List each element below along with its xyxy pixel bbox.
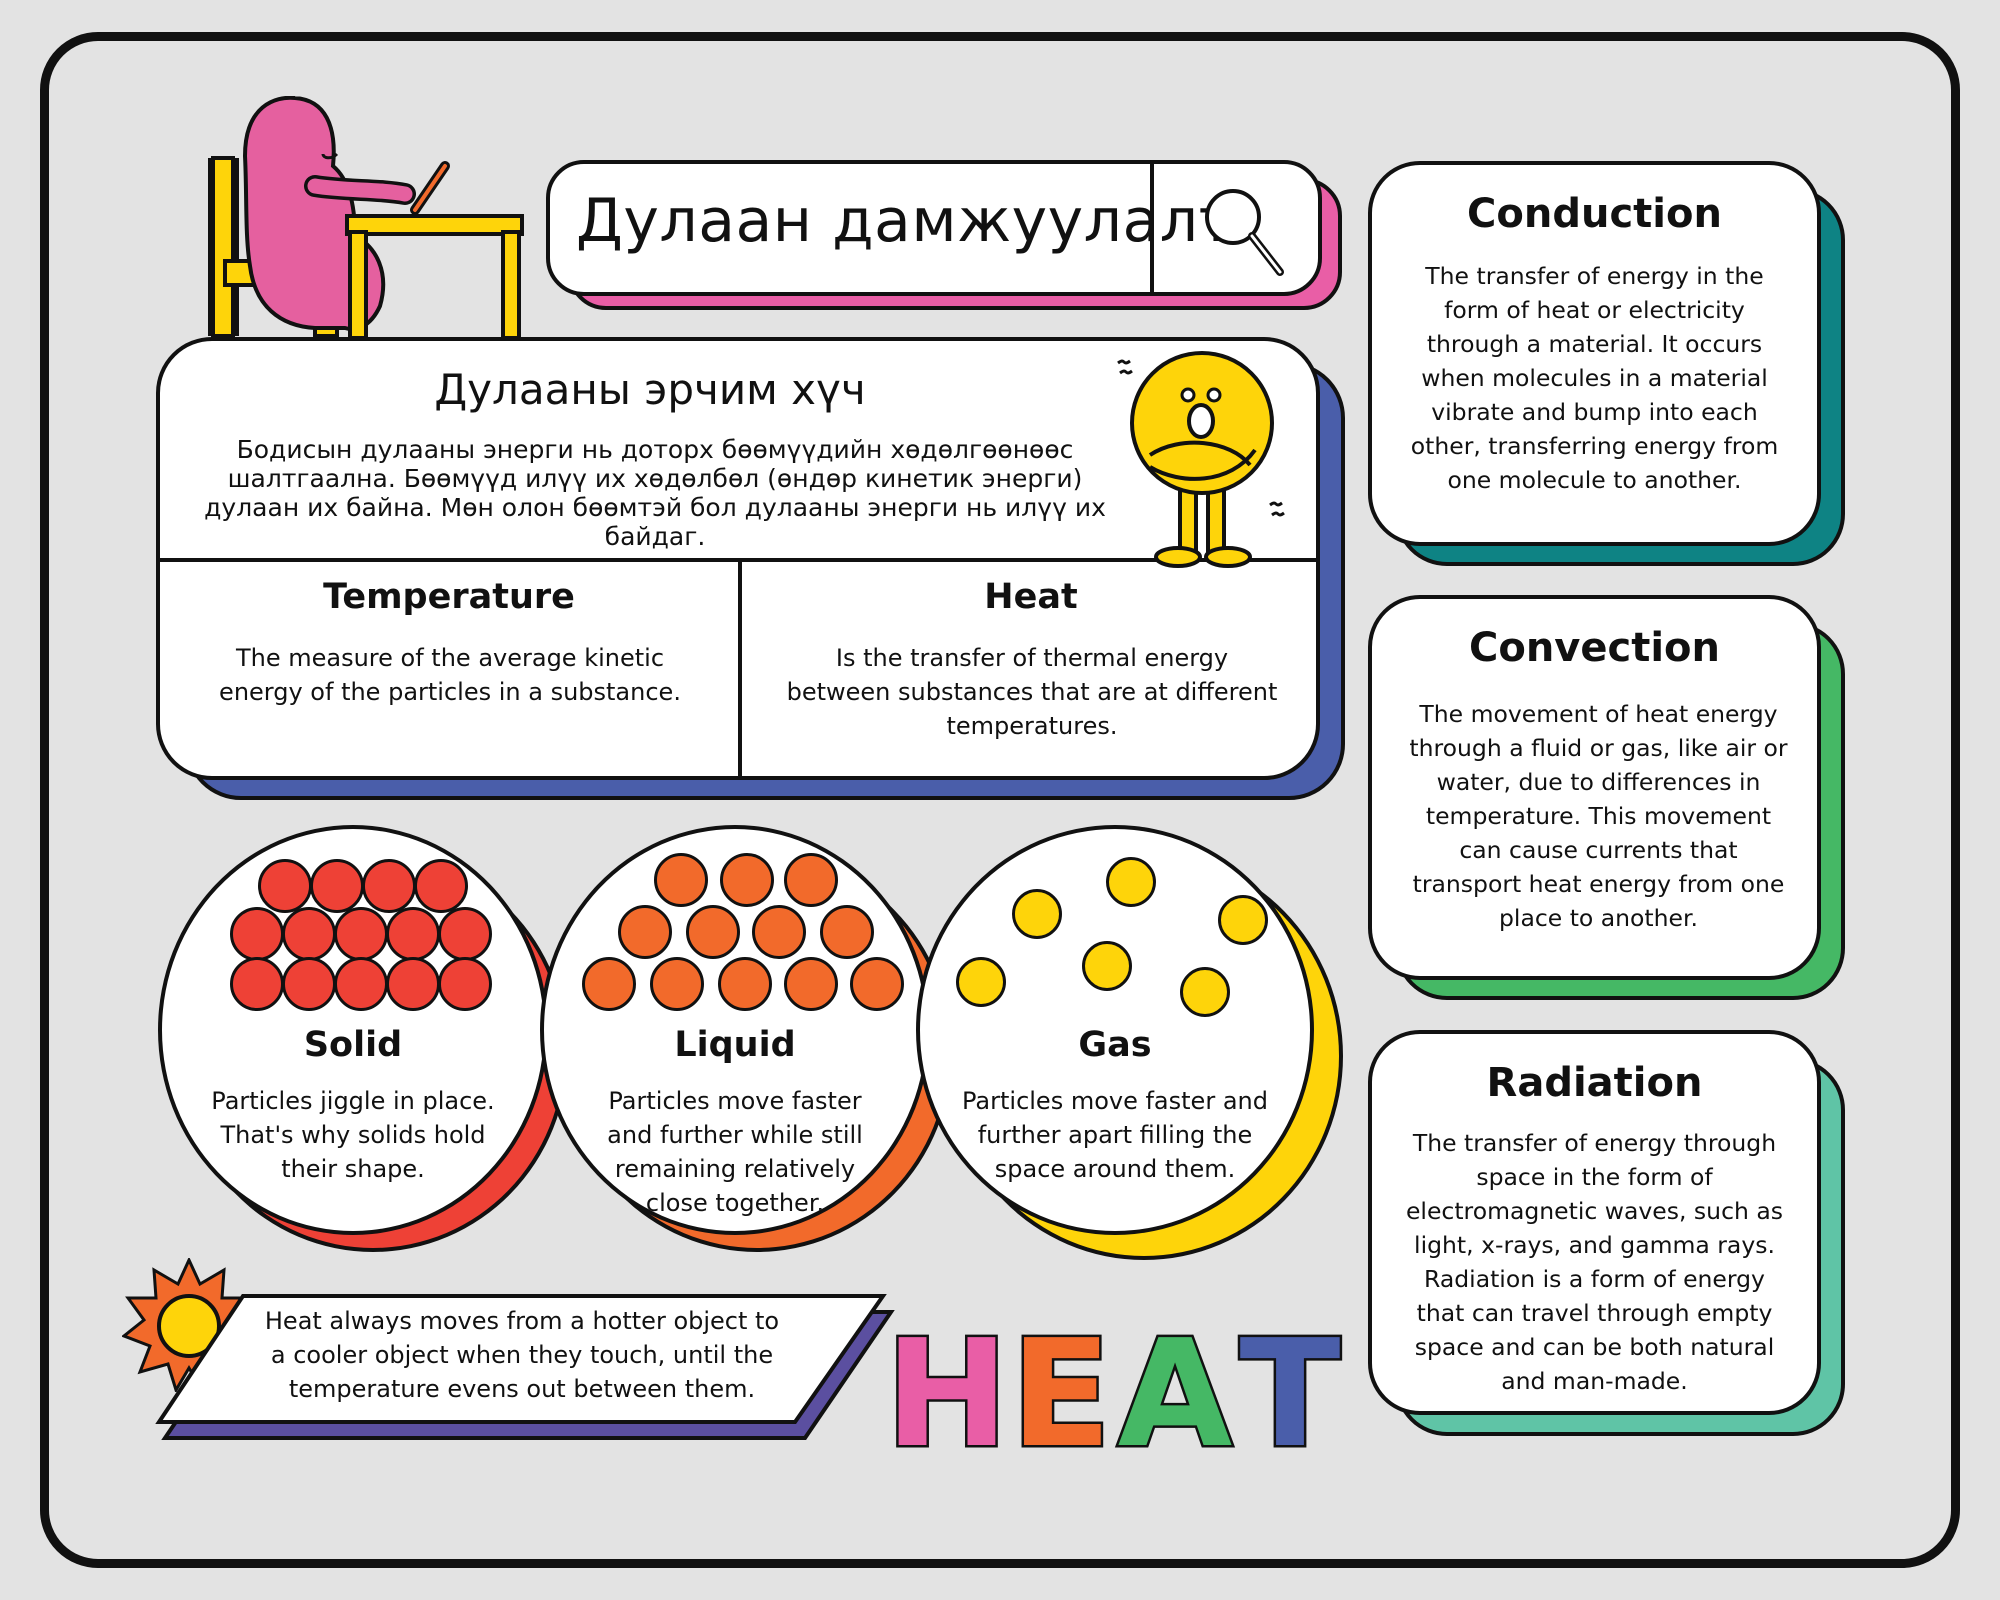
- heat-letter-a: A: [1118, 1315, 1233, 1455]
- search-divider: [1150, 164, 1154, 292]
- gas-particles: [920, 829, 1310, 1029]
- search-button[interactable]: [1154, 164, 1318, 292]
- gas-state-circle: Gas Particles move faster and further ap…: [916, 825, 1314, 1235]
- note-text: Heat always moves from a hotter object t…: [264, 1307, 780, 1403]
- heat-word-graphic: H E A T: [885, 1315, 1343, 1455]
- note-banner: [155, 1294, 895, 1440]
- radiation-description: The transfer of energy through space in …: [1405, 1129, 1784, 1395]
- solid-title: Solid: [303, 1025, 403, 1065]
- radiation-title: Radiation: [1486, 1060, 1703, 1106]
- heat-letter-h: H: [885, 1315, 1009, 1455]
- search-bar[interactable]: Дулаан дамжуулалт: [546, 160, 1322, 296]
- gas-description: Particles move faster and further apart …: [962, 1087, 1268, 1183]
- heat-letter-e: E: [1010, 1315, 1111, 1455]
- temperature-description: The measure of the average kinetic energ…: [219, 644, 681, 706]
- conduction-description: The transfer of energy in the form of he…: [1410, 262, 1779, 494]
- convection-title: Convection: [1468, 625, 1720, 671]
- search-input[interactable]: Дулаан дамжуулалт: [576, 186, 1235, 256]
- heat-title: Heat: [984, 577, 1078, 617]
- liquid-title: Liquid: [674, 1025, 796, 1065]
- thermal-energy-card: Дулааны эрчим хүч Бодисын дулааны энерги…: [156, 337, 1320, 780]
- surprised-character-illustration: [1117, 351, 1285, 568]
- heat-description: Is the transfer of thermal energy betwee…: [786, 644, 1278, 740]
- solid-description: Particles jiggle in place. That's why so…: [211, 1087, 495, 1183]
- heat-letter-t: T: [1240, 1315, 1341, 1455]
- liquid-description: Particles move faster and further while …: [607, 1087, 863, 1217]
- conduction-title: Conduction: [1467, 191, 1722, 237]
- temperature-title: Temperature: [323, 577, 575, 617]
- convection-card: Convection The movement of heat energy t…: [1368, 595, 1821, 980]
- solid-particles: [162, 829, 544, 1029]
- solid-state-circle: Solid Particles jiggle in place. That's …: [158, 825, 548, 1235]
- thermal-energy-title: Дулааны эрчим хүч: [434, 365, 866, 414]
- liquid-particles: [544, 829, 926, 1029]
- gas-title: Gas: [1078, 1025, 1152, 1065]
- liquid-state-circle: Liquid Particles move faster and further…: [540, 825, 930, 1235]
- radiation-card: Radiation The transfer of energy through…: [1368, 1030, 1821, 1415]
- magnifier-icon: [1205, 189, 1284, 276]
- card-divider-vertical: [738, 558, 742, 776]
- thermal-energy-description: Бодисын дулааны энерги нь доторх бөөмүүд…: [204, 435, 1106, 551]
- conduction-card: Conduction The transfer of energy in the…: [1368, 161, 1821, 546]
- person-at-desk-illustration: [208, 96, 524, 340]
- convection-description: The movement of heat energy through a fl…: [1409, 700, 1788, 932]
